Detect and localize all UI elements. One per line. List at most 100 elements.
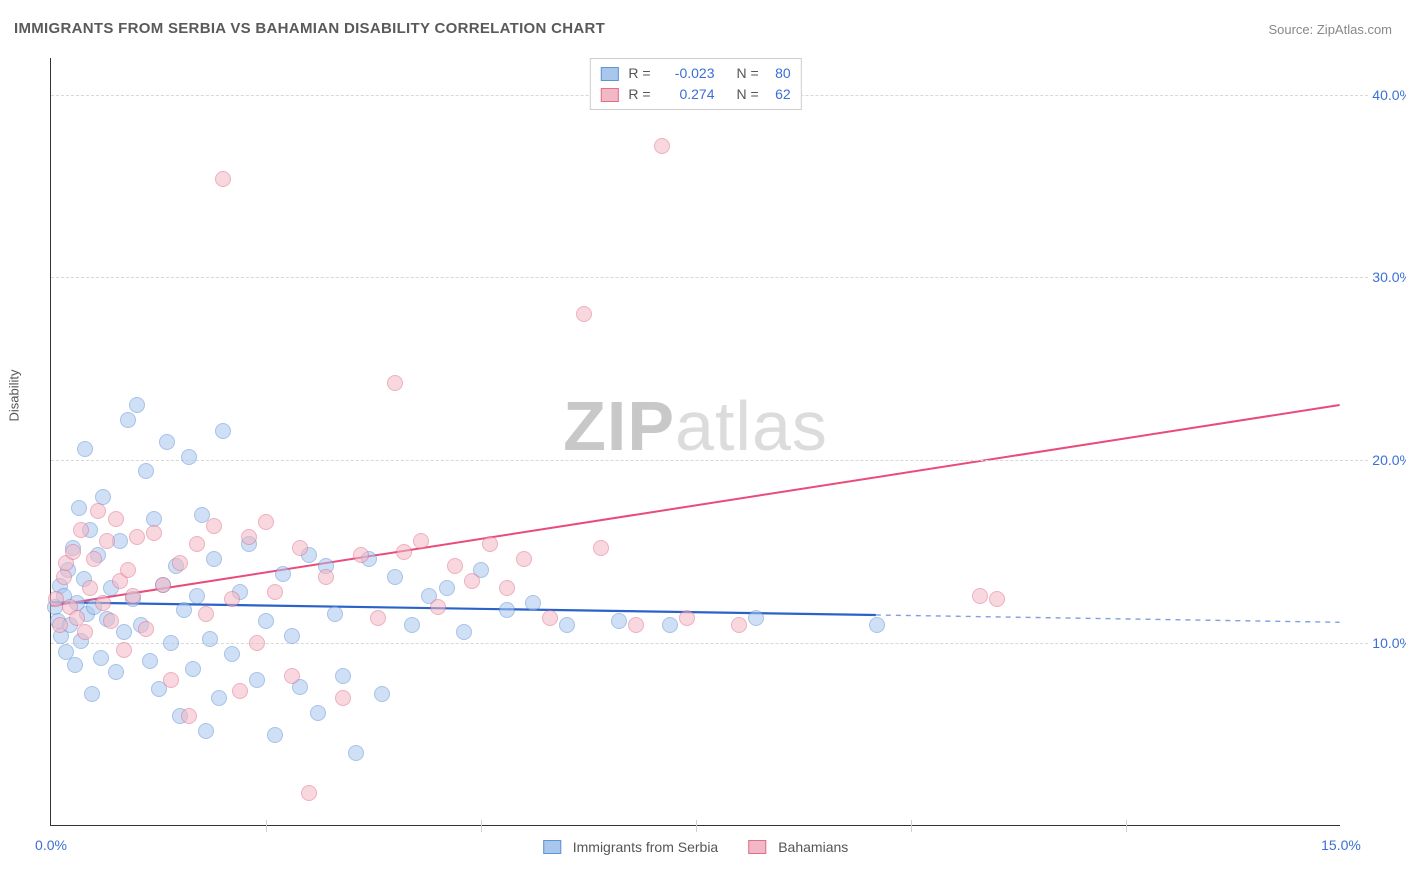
scatter-point [748,610,764,626]
scatter-point [176,602,192,618]
scatter-point [84,686,100,702]
scatter-point [99,533,115,549]
scatter-point [989,591,1005,607]
scatter-point [146,511,162,527]
plot-area: ZIPatlas 10.0%20.0%30.0%40.0%0.0%15.0% R… [50,58,1340,826]
scatter-point [387,569,403,585]
scatter-point [82,580,98,596]
scatter-point [202,631,218,647]
scatter-point [129,529,145,545]
legend-row-serbia: R = -0.023 N = 80 [600,63,790,84]
scatter-point [138,621,154,637]
n-value-serbia: 80 [765,63,791,84]
scatter-point [258,613,274,629]
swatch-serbia [543,840,561,854]
legend-label-serbia: Immigrants from Serbia [573,839,718,855]
scatter-point [275,566,291,582]
x-tick [696,820,697,832]
scatter-point [439,580,455,596]
scatter-point [374,686,390,702]
scatter-point [576,306,592,322]
scatter-point [198,606,214,622]
scatter-point [335,690,351,706]
scatter-point [869,617,885,633]
scatter-point [662,617,678,633]
r-value-serbia: -0.023 [657,63,715,84]
scatter-point [404,617,420,633]
scatter-point [232,683,248,699]
scatter-point [129,397,145,413]
scatter-point [972,588,988,604]
x-tick [1126,820,1127,832]
scatter-point [163,672,179,688]
y-axis-label: Disability [7,369,22,421]
scatter-point [125,588,141,604]
scatter-point [67,657,83,673]
x-tick [266,820,267,832]
scatter-point [559,617,575,633]
scatter-point [370,610,386,626]
scatter-point [353,547,369,563]
scatter-point [95,595,111,611]
scatter-point [387,375,403,391]
scatter-point [77,624,93,640]
scatter-point [258,514,274,530]
scatter-point [654,138,670,154]
legend-correlation: R = -0.023 N = 80 R = 0.274 N = 62 [589,58,801,110]
scatter-point [542,610,558,626]
scatter-point [628,617,644,633]
scatter-point [267,584,283,600]
scatter-point [211,690,227,706]
y-tick-label: 40.0% [1372,87,1406,103]
scatter-point [267,727,283,743]
chart-title: IMMIGRANTS FROM SERBIA VS BAHAMIAN DISAB… [14,20,605,37]
scatter-point [456,624,472,640]
scatter-point [206,518,222,534]
plot-inner: ZIPatlas 10.0%20.0%30.0%40.0%0.0%15.0% [51,58,1340,825]
scatter-point [611,613,627,629]
scatter-point [348,745,364,761]
scatter-point [189,536,205,552]
n-label: N = [737,84,759,105]
scatter-point [108,511,124,527]
scatter-point [172,555,188,571]
watermark: ZIPatlas [563,386,828,466]
scatter-point [142,653,158,669]
scatter-point [310,705,326,721]
scatter-point [159,434,175,450]
swatch-bahamians [600,88,618,102]
scatter-point [413,533,429,549]
scatter-point [464,573,480,589]
x-tick-label: 15.0% [1321,837,1361,853]
scatter-point [120,562,136,578]
scatter-point [198,723,214,739]
scatter-point [335,668,351,684]
scatter-point [93,650,109,666]
swatch-bahamians [748,840,766,854]
scatter-point [181,449,197,465]
scatter-point [249,635,265,651]
scatter-point [327,606,343,622]
trend-lines [51,58,1340,825]
scatter-point [90,503,106,519]
gridline-h [51,460,1368,461]
scatter-point [447,558,463,574]
scatter-point [679,610,695,626]
scatter-point [292,540,308,556]
scatter-point [731,617,747,633]
scatter-point [71,500,87,516]
r-value-bahamians: 0.274 [657,84,715,105]
scatter-point [215,171,231,187]
scatter-point [120,412,136,428]
scatter-point [181,708,197,724]
scatter-point [77,441,93,457]
scatter-point [482,536,498,552]
scatter-point [241,529,257,545]
n-label: N = [737,63,759,84]
scatter-point [146,525,162,541]
chart-source: Source: ZipAtlas.com [1268,22,1392,37]
x-tick [911,820,912,832]
scatter-point [224,591,240,607]
scatter-point [73,522,89,538]
scatter-point [396,544,412,560]
